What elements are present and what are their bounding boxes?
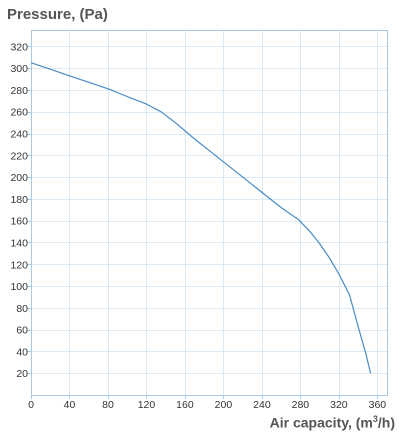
y-axis-label: Pressure, (Pa): [7, 6, 108, 23]
y-tick-label: 180: [10, 194, 28, 206]
y-tick-label: 40: [16, 346, 28, 358]
series-line: [30, 62, 372, 374]
y-tick-label: 280: [10, 85, 28, 97]
x-tick-label: 160: [176, 399, 194, 411]
x-tick-label: 280: [292, 399, 310, 411]
y-tick-labels: 20 40 60 80 100 120 140 160 180 200 220 240 260 280 30…: [10, 41, 28, 380]
x-tick-label: 0: [28, 399, 34, 411]
y-tick-label: 200: [10, 172, 28, 184]
x-tick-labels: 0 40 80 120 160 200 240 280 320 360: [28, 399, 386, 411]
y-tick-label: 220: [10, 150, 28, 162]
y-tick-label: 260: [10, 107, 28, 119]
x-tick-label: 240: [253, 399, 271, 411]
x-tick-label: 360: [369, 399, 387, 411]
x-tick-label: 120: [138, 399, 156, 411]
grid-lines: [27, 30, 387, 399]
y-tick-label: 160: [10, 216, 28, 228]
y-tick-label: 60: [16, 325, 28, 337]
y-tick-label: 20: [16, 368, 28, 380]
y-tick-label: 320: [10, 41, 28, 53]
y-tick-label: 100: [10, 281, 28, 293]
y-tick-label: 120: [10, 259, 28, 271]
series-group: [30, 62, 372, 374]
y-tick-label: 300: [10, 63, 28, 75]
y-tick-label: 140: [10, 237, 28, 249]
x-tick-label: 80: [102, 399, 114, 411]
x-tick-label: 200: [215, 399, 233, 411]
plot-frame: [31, 30, 388, 396]
plot-border: [31, 30, 388, 396]
x-tick-label: 40: [64, 399, 76, 411]
y-tick-label: 80: [16, 303, 28, 315]
y-tick-label: 240: [10, 129, 28, 141]
x-axis-label: Air capacity, (m3/h): [269, 414, 395, 431]
x-tick-label: 320: [330, 399, 348, 411]
